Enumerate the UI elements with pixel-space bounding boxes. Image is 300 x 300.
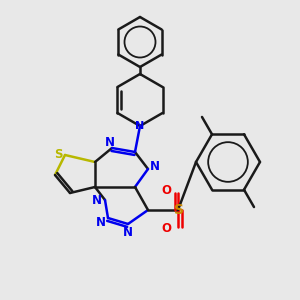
Text: S: S: [54, 148, 62, 160]
Text: N: N: [135, 121, 145, 131]
Text: O: O: [161, 184, 171, 197]
Text: N: N: [150, 160, 160, 173]
Text: N: N: [92, 194, 102, 208]
Text: N: N: [105, 136, 115, 148]
Text: O: O: [161, 223, 171, 236]
Text: N: N: [123, 226, 133, 238]
Text: S: S: [174, 203, 184, 217]
Text: N: N: [96, 217, 106, 230]
